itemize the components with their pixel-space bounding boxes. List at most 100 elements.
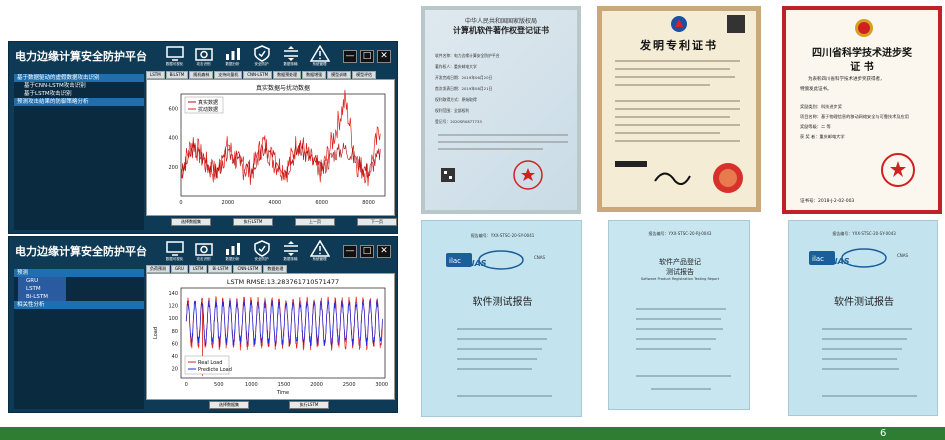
tab-cnn-lstm[interactable]: CNN-LSTM xyxy=(233,265,263,273)
tab-bar: LSTM BiLSTM 随机森林 支持向量机 CNN-LSTM 数据预处理 数据… xyxy=(146,71,377,79)
sidebar-item-gru[interactable]: GRU xyxy=(18,277,66,285)
cert-line-2: 特颁发此证书。 xyxy=(800,87,832,92)
close-button[interactable]: ✕ xyxy=(377,245,391,258)
signature-icon xyxy=(654,172,691,186)
warning-icon xyxy=(309,240,330,257)
run-lstm-button[interactable]: 执行LSTM xyxy=(233,218,273,226)
security-button[interactable]: 安全防护 xyxy=(248,45,275,71)
x-tick-label: 4000 xyxy=(268,200,281,206)
attack-detection-button[interactable]: 攻击识别 xyxy=(190,240,217,266)
y-tick-label: 400 xyxy=(168,136,178,142)
sidebar-section-defense-strategy[interactable]: 预测攻击结果的防御策略分析 xyxy=(14,98,144,106)
attack-detection-button[interactable]: 攻击识别 xyxy=(190,45,217,71)
legend-label-perturbed: 扰动数据 xyxy=(198,106,218,113)
y-axis-label: Load xyxy=(153,327,159,339)
cert-fields: 软件名称：电力边缘计算安全防护平台 著作权人：重庆邮电大学 开发完成日期：201… xyxy=(435,53,500,124)
data-analysis-button[interactable]: 数据分析 xyxy=(219,240,246,266)
cnas-logo-icon: ilac CNAS xyxy=(446,250,546,270)
data-visualization-button[interactable]: 数据可视化 xyxy=(161,240,188,266)
report-title: 软件测试报告 xyxy=(834,297,894,308)
tab-lstm[interactable]: LSTM xyxy=(146,71,165,79)
official-seal-icon xyxy=(881,153,915,187)
tab-preprocess[interactable]: 数据预处理 xyxy=(273,71,302,79)
sidebar: 预测 GRU LSTM Bi-LSTM 相关性分析 xyxy=(14,269,144,409)
bar-chart-icon xyxy=(225,48,240,60)
sidebar-item-lstm[interactable]: 基于LSTM攻击识别 xyxy=(24,91,72,97)
system-management-button[interactable]: 系统管理 xyxy=(306,240,333,266)
window-controls: — □ ✕ xyxy=(343,50,391,63)
svg-text:CNAS: CNAS xyxy=(897,253,909,258)
shield-icon xyxy=(253,240,270,257)
tab-random-forest[interactable]: 随机森林 xyxy=(189,71,214,79)
tab-train[interactable]: 模型训练 xyxy=(327,71,352,79)
prev-page-button[interactable]: 上一页 xyxy=(295,218,335,226)
chart-panel: LSTM RMSE:13.283761710571477 Time Load 0 500… xyxy=(146,273,395,400)
button-row: 选择数据集 执行LSTM 上一页 下一页 xyxy=(171,218,397,226)
minimize-button[interactable]: — xyxy=(343,50,357,63)
security-button[interactable]: 安全防护 xyxy=(248,240,275,266)
report-body-lines xyxy=(457,328,552,397)
tab-svm[interactable]: 支持向量机 xyxy=(214,71,243,79)
y-tick-label: 200 xyxy=(168,165,178,171)
y-tick-label: 60 xyxy=(172,341,178,347)
y-tick-label: 140 xyxy=(168,291,178,297)
close-button[interactable]: ✕ xyxy=(377,50,391,63)
next-page-button[interactable]: 下一页 xyxy=(357,218,397,226)
app-window-load-forecast: 电力边缘计算安全防护平台 数据可视化 攻击识别 数据分析 安全防护 数据传输 系… xyxy=(8,236,398,413)
transfer-icon xyxy=(283,241,298,256)
run-lstm-button[interactable]: 执行LSTM xyxy=(289,401,329,409)
cert-number: 证书号：2018-J-2-02-003 xyxy=(800,199,855,204)
x-tick-label: 0 xyxy=(179,200,182,206)
app-window-attack-detection: 电力边缘计算安全防护平台 数据可视化 攻击识别 数据分析 安全防护 数据传输 系… xyxy=(8,41,398,234)
maximize-button[interactable]: □ xyxy=(360,50,374,63)
plot-frame xyxy=(180,287,386,379)
system-management-button[interactable]: 系统管理 xyxy=(306,45,333,71)
x-tick-label: 2500 xyxy=(343,382,356,388)
tab-load-forecast[interactable]: 负荷预测 xyxy=(146,265,170,273)
cert-items: 奖励类别：科技进步奖 项目名称：基于物理信息的移动网络安全与可靠技术及应用 奖励… xyxy=(800,104,909,139)
sidebar-item-bilstm[interactable]: Bi-LSTM xyxy=(18,293,66,301)
data-transfer-button[interactable]: 数据传输 xyxy=(277,240,304,266)
y-tick-label: 120 xyxy=(168,304,178,310)
sidebar-section-attack-detection[interactable]: 基于数据驱动的虚假数据攻击识别 xyxy=(14,74,144,82)
x-tick-label: 0 xyxy=(185,382,188,388)
software-test-report-1: 报告编号：YXX-STSC-20-SY-0041 ilac CNAS CNAS … xyxy=(421,220,582,417)
minimize-button[interactable]: — xyxy=(343,245,357,258)
warning-icon xyxy=(309,45,330,62)
maximize-button[interactable]: □ xyxy=(360,245,374,258)
camera-icon xyxy=(194,48,213,61)
select-dataset-button[interactable]: 选择数据集 xyxy=(209,401,249,409)
cert-title: 证 书 xyxy=(850,62,874,73)
data-analysis-button[interactable]: 数据分析 xyxy=(219,45,246,71)
tab-bilstm[interactable]: BiLSTM xyxy=(165,71,189,79)
tab-gru[interactable]: GRU xyxy=(171,265,188,273)
patent-certificate: 发明专利证书 xyxy=(597,6,761,212)
report-body-lines xyxy=(822,328,917,397)
data-visualization-button[interactable]: 数据可视化 xyxy=(161,45,188,71)
chart-title: 真实数据与扰动数据 xyxy=(256,84,310,92)
report-body-lines xyxy=(636,308,731,390)
tab-lstm[interactable]: LSTM xyxy=(188,265,208,273)
y-tick-label: 100 xyxy=(168,316,178,322)
data-transfer-button[interactable]: 数据传输 xyxy=(277,45,304,71)
tab-bilstm[interactable]: Bi-LSTM xyxy=(208,265,233,273)
x-tick-label: 6000 xyxy=(315,200,328,206)
select-dataset-button[interactable]: 选择数据集 xyxy=(171,218,211,226)
tab-augment[interactable]: 数据增强 xyxy=(302,71,327,79)
tab-cnn-lstm[interactable]: CNN-LSTM xyxy=(243,71,273,79)
x-tick-label: 2000 xyxy=(310,382,323,388)
science-award-certificate: 四川省科学技术进步奖 证 书 为表彰四川省科学技术进步奖获得者， 特颁发此证书。… xyxy=(782,6,942,214)
tab-data-process[interactable]: 数据处理 xyxy=(263,265,288,273)
software-copyright-certificate: 中华人民共和国国家版权局 计算机软件著作权登记证书 软件名称：电力边缘计算安全防… xyxy=(421,6,581,214)
sidebar-item-cnn-lstm[interactable]: 基于CNN-LSTM攻击识别 xyxy=(24,83,86,89)
tab-evaluate[interactable]: 模型评估 xyxy=(352,71,377,79)
x-axis-label: Time xyxy=(276,390,289,396)
report-subtitle-en: Software Product Registration Testing Re… xyxy=(640,277,720,281)
sidebar-section-forecast[interactable]: 预测 xyxy=(14,269,144,277)
cert-body-lines xyxy=(438,134,568,190)
sidebar-item-lstm[interactable]: LSTM xyxy=(18,285,66,293)
sidebar-section-correlation[interactable]: 相关性分析 xyxy=(14,301,144,309)
svg-text:CNAS: CNAS xyxy=(534,255,546,260)
cert-line-1: 为表彰四川省科学技术进步奖获得者， xyxy=(808,77,885,82)
cert-province-title: 四川省科学技术进步奖 xyxy=(812,48,912,59)
